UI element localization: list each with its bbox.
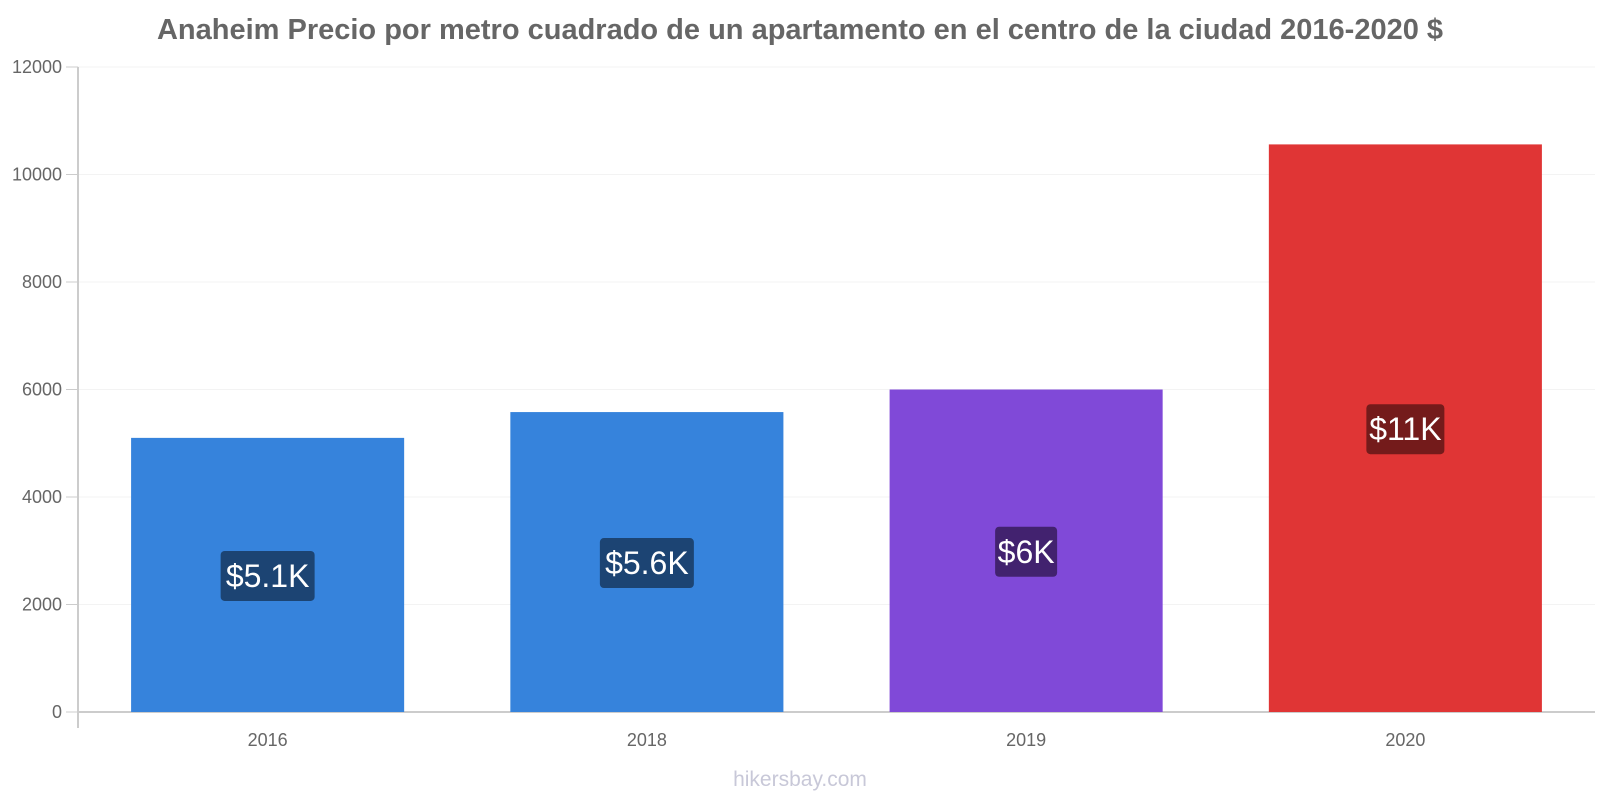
x-tick-label: 2019 — [1006, 730, 1046, 750]
y-tick-label: 6000 — [22, 380, 62, 400]
data-label: $11K — [1369, 411, 1441, 447]
source-credit: hikersbay.com — [733, 768, 867, 791]
y-tick-label: 0 — [52, 702, 62, 722]
x-tick-label: 2020 — [1385, 730, 1425, 750]
y-tick-label: 8000 — [22, 272, 62, 292]
data-label: $5.1K — [226, 558, 310, 594]
y-tick-label: 12000 — [12, 57, 62, 77]
data-label: $6K — [998, 534, 1055, 570]
data-label-box — [599, 538, 694, 589]
x-tick-label: 2018 — [627, 730, 667, 750]
data-label-box — [1366, 404, 1445, 455]
y-tick-label: 10000 — [12, 165, 62, 185]
data-label-box — [220, 550, 315, 601]
y-tick-label: 4000 — [22, 487, 62, 507]
data-label-box — [995, 526, 1058, 577]
y-tick-label: 2000 — [22, 595, 62, 615]
data-label: $5.6K — [605, 545, 689, 581]
chart-title: Anaheim Precio por metro cuadrado de un … — [156, 14, 1444, 46]
x-tick-label: 2016 — [248, 730, 288, 750]
